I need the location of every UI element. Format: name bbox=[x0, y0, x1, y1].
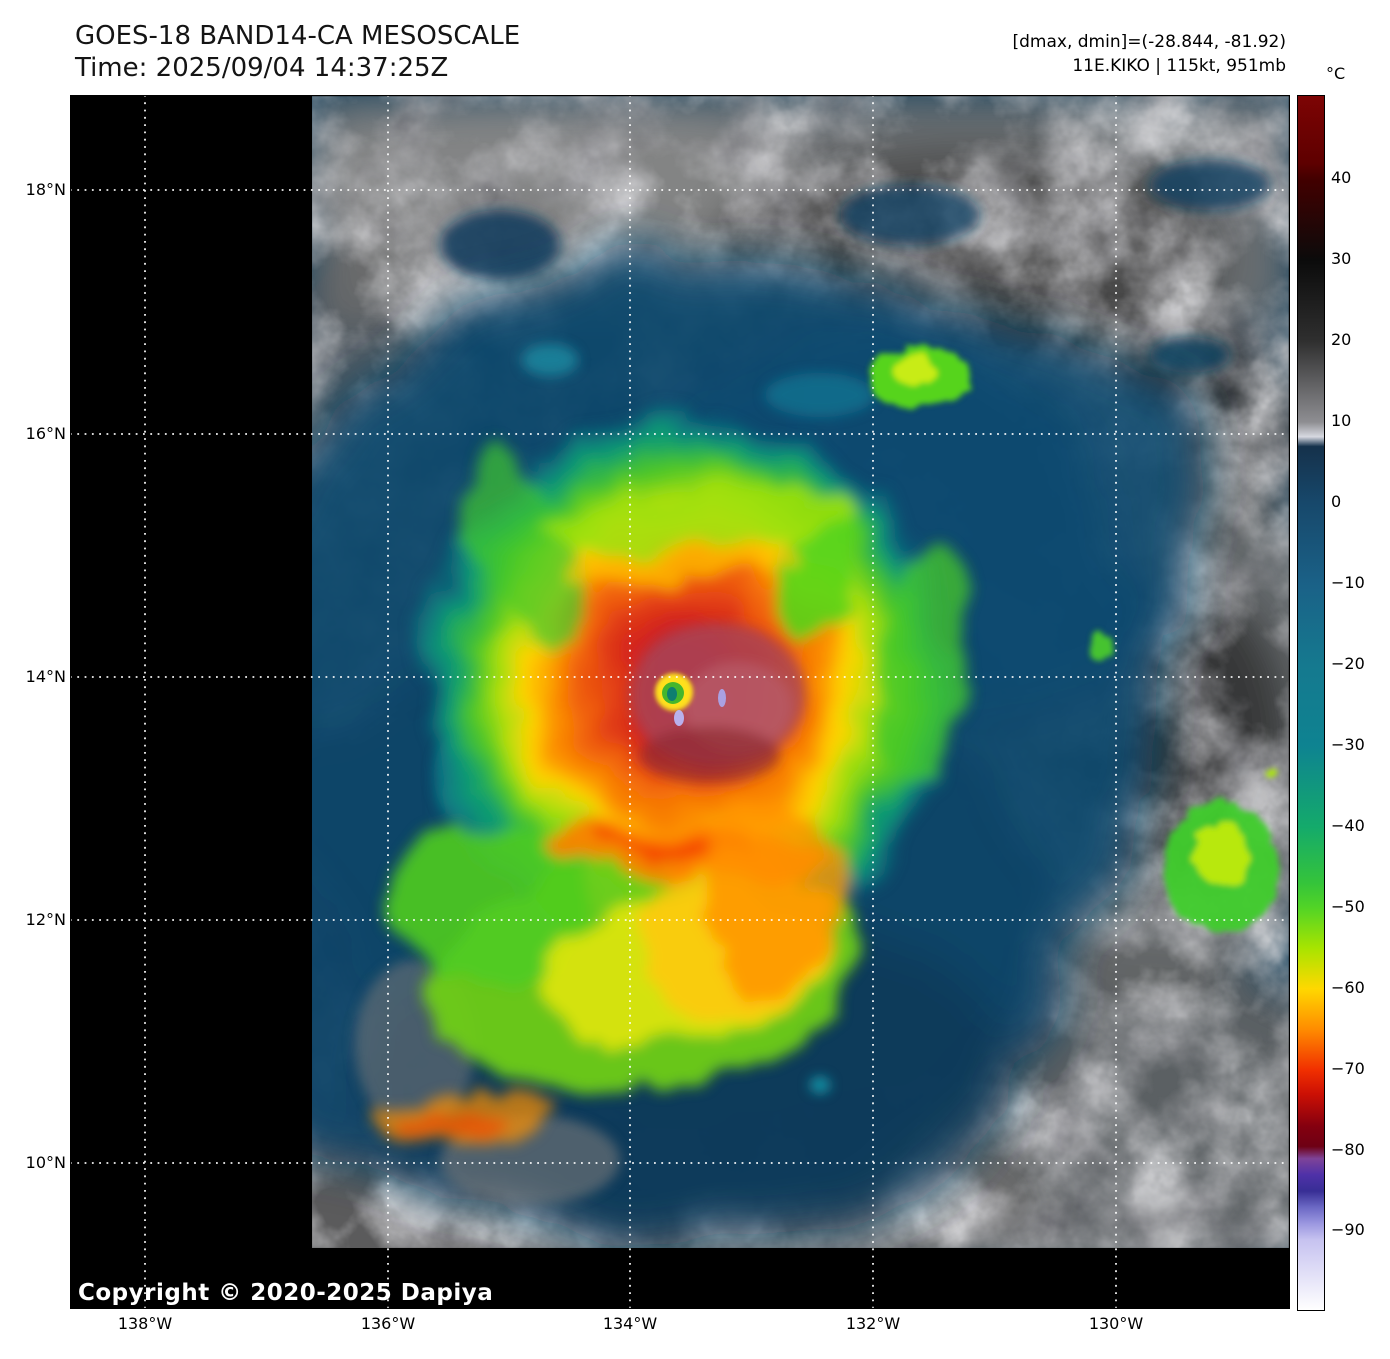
southern-rainband bbox=[380, 795, 864, 1143]
cold-overshoot-pixels bbox=[674, 689, 726, 726]
colorbar-tick-label: 40 bbox=[1331, 168, 1352, 187]
lat-tick-label: 18°N bbox=[25, 180, 66, 199]
colorbar-tick-label: 30 bbox=[1331, 249, 1352, 268]
page-title: GOES-18 BAND14-CA MESOSCALE bbox=[75, 21, 521, 51]
lat-tick-label: 12°N bbox=[25, 910, 66, 929]
lon-tick-label: 136°W bbox=[360, 1314, 416, 1333]
hurricane-eye bbox=[655, 673, 693, 711]
colorbar-tick-label: −30 bbox=[1331, 735, 1365, 754]
colorbar-unit-label: °C bbox=[1326, 64, 1346, 83]
lat-tick-label: 10°N bbox=[25, 1153, 66, 1172]
colorbar-tick-label: −70 bbox=[1331, 1059, 1365, 1078]
storm-info-readout: 11E.KIKO | 115kt, 951mb bbox=[1072, 56, 1286, 76]
colorbar-tick-label: −80 bbox=[1331, 1140, 1365, 1159]
colorbar-tick-label: 10 bbox=[1331, 411, 1352, 430]
satellite-scene bbox=[70, 95, 1290, 1309]
map-graticule bbox=[70, 95, 1290, 1309]
lon-tick-label: 138°W bbox=[117, 1314, 173, 1333]
timestamp-line: Time: 2025/09/04 14:37:25Z bbox=[75, 53, 449, 83]
colorbar-tick-label: −10 bbox=[1331, 573, 1365, 592]
lat-tick-label: 14°N bbox=[25, 667, 66, 686]
colorbar-tick-label: −60 bbox=[1331, 978, 1365, 997]
colorbar-tick-label: −90 bbox=[1331, 1220, 1365, 1239]
copyright-label: Copyright © 2020-2025 Dapiya bbox=[78, 1280, 494, 1306]
axes-frame bbox=[70, 95, 1290, 1309]
colorbar-tick-label: 0 bbox=[1331, 492, 1342, 511]
dmax-dmin-readout: [dmax, dmin]=(-28.844, -81.92) bbox=[1012, 32, 1287, 52]
lat-tick-label: 16°N bbox=[25, 424, 66, 443]
colorbar bbox=[1297, 95, 1325, 1311]
colorbar-tick-label: −50 bbox=[1331, 897, 1365, 916]
colorbar-tick-label: −20 bbox=[1331, 654, 1365, 673]
lon-tick-label: 134°W bbox=[602, 1314, 658, 1333]
lon-tick-label: 132°W bbox=[845, 1314, 901, 1333]
lon-tick-label: 130°W bbox=[1088, 1314, 1144, 1333]
data-region bbox=[312, 95, 1290, 1248]
detached-convection bbox=[870, 347, 1280, 932]
inner-core-shading bbox=[630, 623, 806, 783]
colorbar-tick-label: 20 bbox=[1331, 330, 1352, 349]
colorbar-tick-label: −40 bbox=[1331, 816, 1365, 835]
